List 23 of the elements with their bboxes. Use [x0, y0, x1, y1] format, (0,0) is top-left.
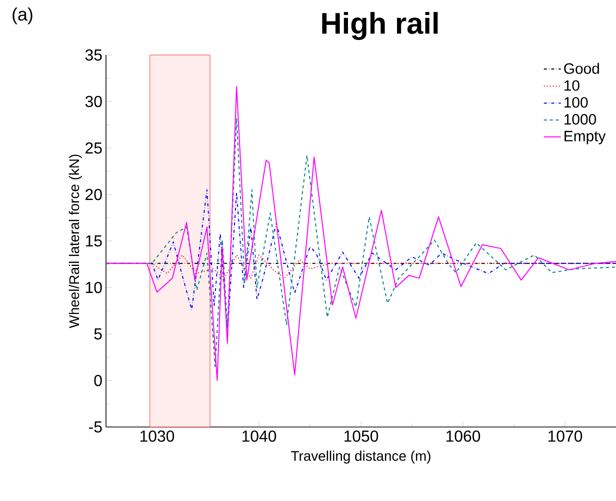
legend-label: 10	[564, 80, 580, 91]
chart-title: High rail	[322, 12, 438, 40]
x-axis-title: Travelling distance (m)	[291, 450, 430, 464]
y-tick-label: 25	[86, 142, 102, 154]
y-tick-label: -5	[89, 421, 102, 433]
y-tick-label: 0	[94, 374, 102, 386]
legend-label: 1000	[564, 114, 596, 125]
x-tick-label: 1070	[548, 430, 582, 442]
y-tick-label: 30	[85, 96, 102, 108]
legend-label: Good	[564, 62, 599, 74]
y-tick-label: 35	[85, 49, 102, 61]
x-tick-label: 1040	[242, 430, 276, 442]
x-tick-label: 1060	[446, 430, 480, 442]
text: (a)	[12, 8, 32, 24]
y-tick-label: 5	[94, 328, 102, 340]
y-tick-label: 20	[86, 188, 102, 200]
x-tick-label: 1050	[344, 430, 378, 442]
legend-label: Empty	[564, 130, 606, 144]
y-tick-label: 10	[86, 282, 102, 294]
y-axis-title: Wheel/Rail lateral force (kN)	[68, 154, 82, 328]
x-tick-label: 1030	[140, 430, 174, 442]
legend-label: 100	[564, 97, 588, 108]
y-tick-label: 15	[86, 235, 102, 247]
